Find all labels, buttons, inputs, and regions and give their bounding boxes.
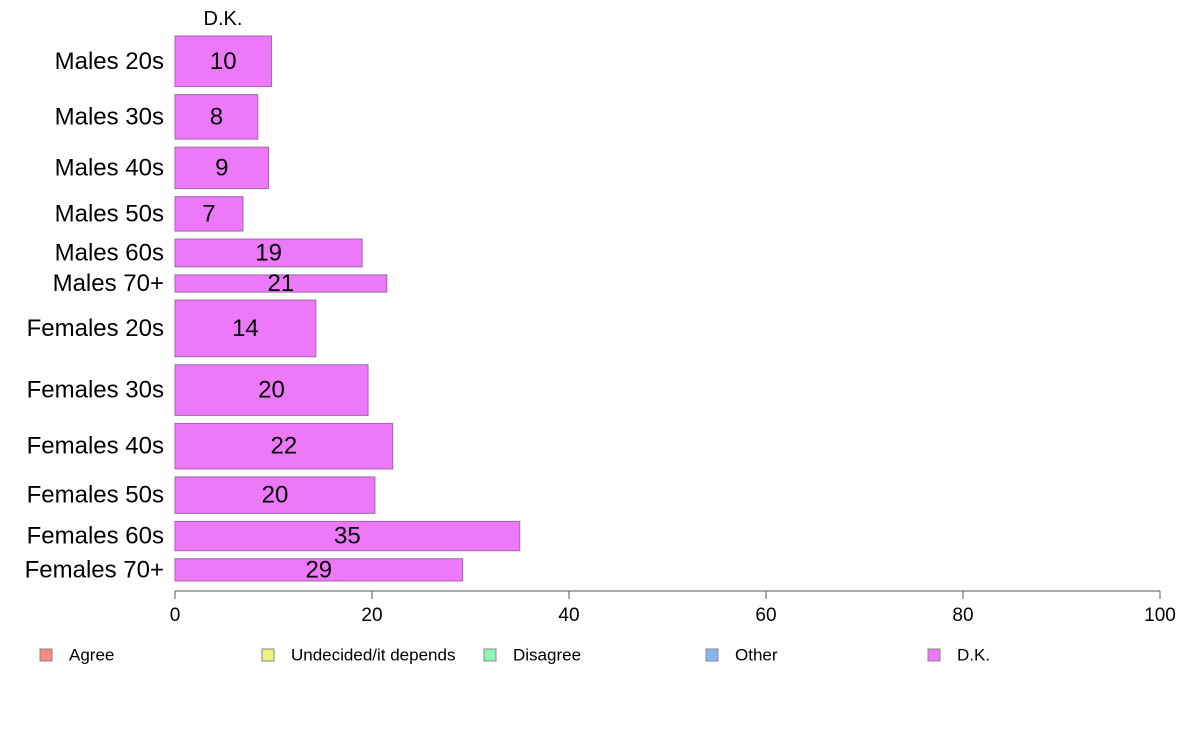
bar: [174, 94, 259, 140]
legend-swatch: [927, 648, 941, 662]
x-tick-label: 100: [1144, 605, 1176, 626]
category-label: Females 20s: [27, 315, 164, 342]
bar-value-label: 10: [210, 48, 237, 75]
bar-value-label: 8: [210, 103, 223, 130]
bar: [174, 35, 273, 88]
category-label: Females 60s: [27, 523, 164, 550]
bar: [174, 238, 363, 268]
legend: Agree Undecided/it depends Disagree Other D.…: [39, 646, 990, 665]
bar: [174, 274, 388, 293]
bar-value-label: 14: [232, 315, 259, 342]
category-label: Males 70+: [53, 270, 164, 297]
category-label: Males 50s: [55, 200, 164, 227]
legend-label: Undecided/it depends: [291, 646, 455, 665]
bar: [174, 364, 369, 416]
bar: [174, 196, 244, 232]
legend-swatch: [705, 648, 719, 662]
x-tick-label: 60: [755, 605, 776, 626]
x-tick-label: 20: [361, 605, 382, 626]
x-tick-label: 0: [170, 605, 181, 626]
category-label: Females 30s: [27, 377, 164, 404]
legend-label: Agree: [69, 646, 114, 665]
category-label: Females 70+: [25, 556, 164, 583]
category-label: Males 60s: [55, 239, 164, 266]
bar: [174, 299, 317, 358]
legend-swatch: [483, 648, 497, 662]
x-tick-label: 80: [952, 605, 973, 626]
bar-value-label: 7: [202, 200, 215, 227]
bar: [174, 422, 394, 470]
bar-value-label: 22: [270, 433, 297, 460]
x-axis: 0 20 40 60 80 100: [170, 590, 1176, 626]
bar-value-label: 20: [258, 377, 285, 404]
bar: [174, 476, 376, 514]
legend-label: Other: [735, 646, 778, 665]
bar-value-label: 19: [255, 239, 282, 266]
category-label: Males 40s: [55, 154, 164, 181]
bar-value-label: 21: [268, 270, 295, 297]
category-label: Females 50s: [27, 482, 164, 509]
category-label: Females 40s: [27, 433, 164, 460]
series-header: D.K.: [204, 8, 243, 30]
bar-value-label: 9: [215, 154, 228, 181]
bar-value-label: 29: [305, 556, 332, 583]
legend-label: D.K.: [957, 646, 990, 665]
legend-swatch: [261, 648, 275, 662]
bar-value-label: 20: [262, 482, 289, 509]
legend-swatch: [39, 648, 53, 662]
bar-value-label: 35: [334, 523, 361, 550]
x-tick-label: 40: [558, 605, 579, 626]
category-label: Males 30s: [55, 103, 164, 130]
legend-label: Disagree: [513, 646, 581, 665]
bars-layer: Males 20s 10 Males 30s 8 Males 40s 9 Males 50s…: [25, 35, 521, 583]
bar: [174, 520, 521, 552]
bar: [174, 146, 270, 190]
category-label: Males 20s: [55, 48, 164, 75]
bar: [174, 558, 464, 582]
